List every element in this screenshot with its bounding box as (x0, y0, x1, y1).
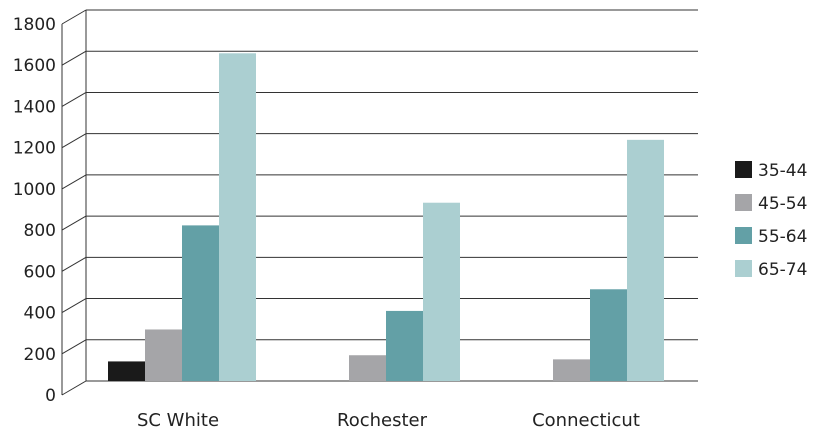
gridline-connector (61, 298, 87, 313)
gridline-connector (61, 380, 87, 396)
bar-35-44-sc-white (108, 361, 145, 381)
bars (108, 53, 664, 382)
gridline-connector (61, 50, 87, 66)
x-category-label: SC White (137, 410, 219, 431)
bar-55-64-connecticut (590, 289, 627, 381)
bar-45-54-connecticut (553, 359, 590, 381)
y-tick-label: 1000 (13, 180, 56, 200)
legend-label: 35-44 (758, 161, 807, 181)
y-tick-label: 200 (24, 345, 56, 365)
gridline-connector (61, 256, 87, 272)
bar-45-54-sc-white (145, 329, 182, 381)
legend-label: 65-74 (758, 260, 807, 280)
bar-65-74-rochester (423, 202, 460, 381)
bar-65-74-sc-white (219, 53, 256, 382)
gridline-connector (61, 92, 87, 107)
legend-label: 55-64 (758, 227, 807, 247)
legend-swatch (735, 194, 752, 211)
y-tick-label: 1400 (13, 97, 56, 117)
y-tick-label: 400 (24, 304, 56, 324)
y-tick-labels: 0 200 400 600 800 1000 1200 1400 1600 1800 (13, 15, 56, 406)
y-tick-label: 600 (24, 262, 56, 282)
y-axis (61, 10, 87, 395)
y-tick-label: 1200 (13, 139, 56, 159)
gridline-connector (61, 339, 87, 355)
gridline-connector (61, 174, 87, 190)
gridline-connector (61, 215, 87, 231)
y-tick-label: 1600 (13, 56, 56, 76)
bar-45-54-rochester (349, 355, 386, 381)
x-category-label: Connecticut (532, 410, 640, 431)
bar-55-64-sc-white (182, 225, 219, 381)
legend-label: 45-54 (758, 194, 807, 214)
legend-swatch (735, 260, 752, 277)
bar-55-64-rochester (386, 310, 423, 381)
y-tick-label: 800 (24, 221, 56, 241)
bar-65-74-connecticut (627, 139, 664, 381)
gridline-connector (61, 9, 87, 25)
y-tick-label: 0 (45, 386, 56, 406)
legend-swatch (735, 227, 752, 244)
y-tick-label: 1800 (13, 15, 56, 35)
legend: 35-44 45-54 55-64 65-74 (735, 161, 807, 280)
legend-swatch (735, 161, 752, 178)
x-category-label: Rochester (337, 410, 428, 431)
gridline-connector (61, 133, 87, 149)
x-category-labels: SC White Rochester Connecticut (137, 410, 640, 431)
